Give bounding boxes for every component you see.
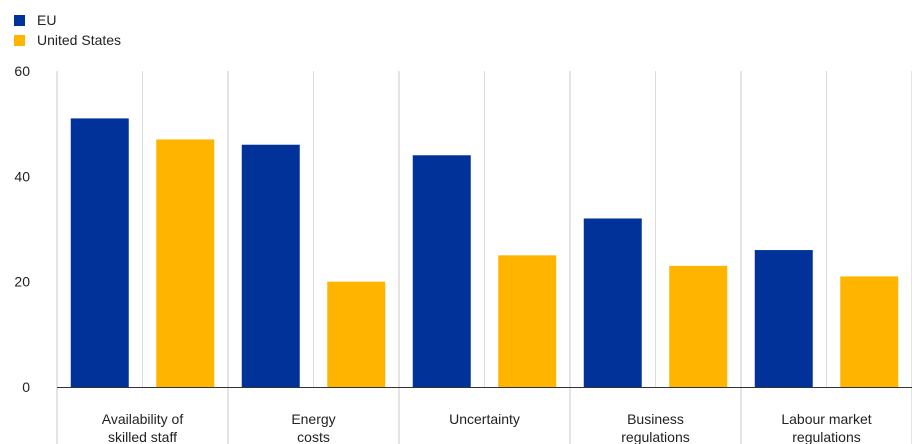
x-tick-label-line: regulations <box>621 429 690 444</box>
legend-item-eu: EU <box>14 10 121 30</box>
legend-swatch-eu <box>14 14 25 26</box>
x-tick-label-line: regulations <box>792 429 861 444</box>
bar-eu <box>70 118 129 388</box>
legend-swatch-united-states <box>14 34 25 46</box>
x-tick-label-line: Uncertainty <box>449 411 520 427</box>
chart-legend: EU United States <box>14 10 121 50</box>
x-tick-label: Availability of skilled staff <box>102 411 184 444</box>
y-tick-label: 20 <box>14 274 30 290</box>
legend-item-united-states: United States <box>14 30 121 50</box>
bar-united-states <box>327 281 386 387</box>
bar-united-states <box>840 276 899 387</box>
legend-label-eu: EU <box>37 12 57 28</box>
y-tick-label: 40 <box>14 168 30 184</box>
x-tick-label: Energy costs <box>291 411 335 444</box>
x-tick-label: Uncertainty <box>449 411 520 427</box>
y-tick-label: 60 <box>14 63 30 79</box>
legend-label-united-states: United States <box>37 32 122 48</box>
bar-united-states <box>669 265 728 387</box>
x-tick-label-line: Labour market <box>781 411 871 427</box>
y-tick-label: 0 <box>22 379 30 395</box>
x-tick-label: Business regulations <box>621 411 690 444</box>
x-tick-label-line: Business <box>627 411 684 427</box>
x-tick-label: Labour market regulations <box>781 411 871 444</box>
bar-united-states <box>156 139 215 387</box>
bar-eu <box>412 155 471 387</box>
bar-eu <box>583 218 642 387</box>
bar-united-states <box>498 255 557 387</box>
bar-eu <box>754 250 813 387</box>
x-tick-label-line: Energy <box>291 411 335 427</box>
x-tick-label-line: costs <box>297 429 330 444</box>
x-tick-label-line: Availability of <box>102 411 184 427</box>
x-tick-label-line: skilled staff <box>108 429 177 444</box>
bar-eu <box>241 144 300 387</box>
